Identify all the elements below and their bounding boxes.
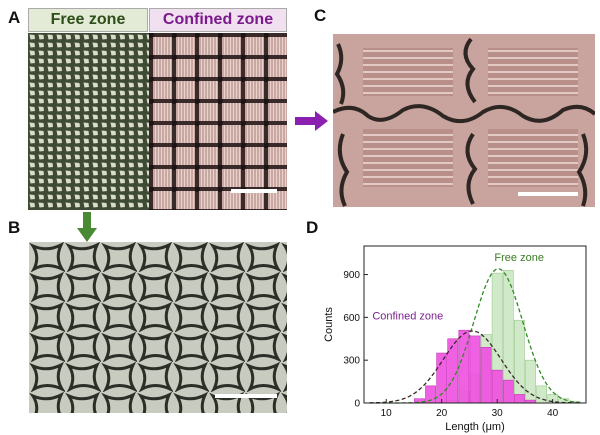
free-zone-magnified-micrograph (29, 242, 287, 413)
x-tick-label-30: 30 (492, 408, 504, 419)
panel-label-b: B (8, 218, 21, 237)
panel-label-a: A (8, 8, 21, 27)
scale-bar (518, 192, 578, 196)
bar-confined-34 (513, 394, 525, 404)
x-tick-label-10: 10 (381, 408, 393, 419)
y-tick-label-900: 900 (343, 270, 360, 281)
bar-confined-30 (491, 369, 503, 404)
confined-zone-micrograph (149, 33, 287, 210)
bar-confined-26 (469, 335, 481, 404)
scale-bar (231, 189, 277, 193)
y-tick-label-600: 600 (343, 313, 360, 324)
bar-free-36 (525, 359, 536, 404)
free-zone-micrograph (28, 33, 149, 210)
length-histogram-chart: 10 20 30 40 0 300 600 900 Counts Length (μm) Fr… (323, 245, 587, 433)
bar-free-34 (513, 319, 525, 404)
series-label-confined-zone: Confined zone (372, 310, 443, 322)
bar-confined-20 (436, 352, 448, 404)
y-tick-label-300: 300 (343, 356, 360, 367)
series-label-free-zone: Free zone (494, 252, 544, 264)
y-axis-label: Counts (323, 307, 335, 342)
bar-confined-28 (480, 347, 492, 404)
panel-label-d: D (306, 218, 319, 237)
plot-frame (363, 245, 587, 404)
x-axis-label: Length (μm) (445, 421, 505, 433)
y-tick-label-0: 0 (354, 399, 360, 410)
free-zone-header: Free zone (28, 8, 148, 32)
panel-label-c: C (314, 6, 327, 25)
bar-confined-32 (502, 379, 514, 404)
bar-confined-22 (447, 338, 459, 404)
arrow-down-icon (77, 212, 97, 242)
x-tick-label-20: 20 (436, 408, 448, 419)
confined-zone-header: Confined zone (149, 8, 287, 32)
fit-curve-confined (369, 330, 581, 404)
x-tick-label-40: 40 (547, 408, 559, 419)
arrow-right-icon (295, 111, 328, 131)
confined-zone-magnified-micrograph (333, 34, 595, 207)
scale-bar (215, 394, 277, 398)
